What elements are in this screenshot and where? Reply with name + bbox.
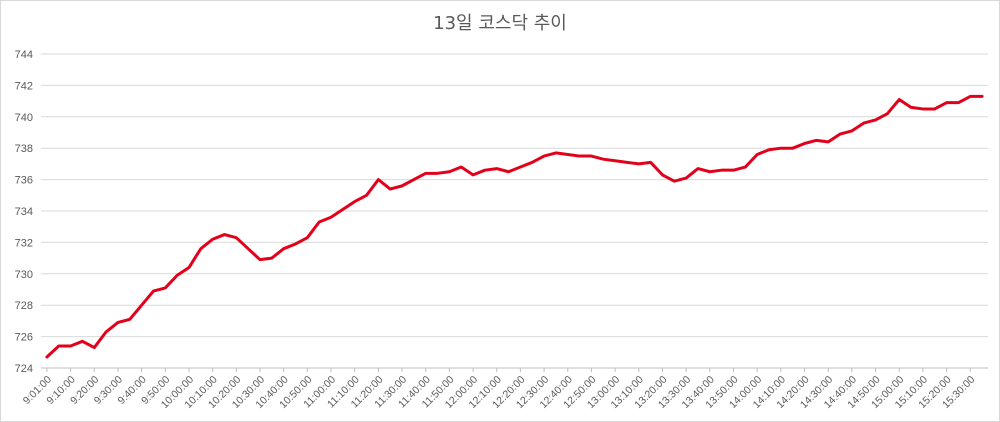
- data-point: [839, 133, 841, 135]
- y-tick-label: 726: [15, 332, 33, 344]
- data-point: [602, 158, 605, 160]
- data-point: [117, 321, 119, 324]
- data-point: [661, 174, 664, 176]
- y-tick-label: 730: [15, 269, 33, 281]
- data-point: [803, 142, 806, 145]
- data-point: [791, 147, 794, 149]
- data-point: [590, 155, 593, 157]
- data-point: [543, 155, 545, 157]
- data-point: [614, 159, 616, 162]
- y-tick-label: 740: [15, 112, 33, 124]
- y-tick-label: 742: [15, 80, 33, 92]
- data-point: [472, 174, 474, 176]
- data-point: [342, 208, 344, 211]
- data-point: [933, 108, 936, 110]
- y-tick-label: 736: [15, 175, 33, 187]
- data-point: [495, 167, 498, 170]
- data-point: [756, 153, 758, 156]
- data-point: [555, 152, 557, 154]
- data-point: [945, 101, 948, 104]
- data-point: [815, 139, 818, 142]
- x-axis-labels: 9:01:009:10:009:20:009:30:009:40:009:50:…: [21, 368, 977, 411]
- data-point: [720, 169, 723, 171]
- chart-title: 13일 코스닥 추이: [433, 13, 567, 34]
- data-point: [152, 290, 155, 292]
- data-point: [93, 346, 96, 349]
- data-point: [46, 356, 48, 358]
- data-point: [578, 155, 581, 157]
- data-point: [874, 119, 877, 121]
- data-point: [105, 331, 107, 333]
- data-point: [128, 318, 131, 321]
- data-point: [188, 266, 190, 269]
- y-tick-label: 738: [15, 143, 33, 155]
- data-point: [223, 233, 226, 236]
- data-point: [176, 274, 178, 277]
- data-point: [697, 167, 699, 170]
- series-line: [45, 94, 984, 359]
- data-point: [460, 166, 463, 168]
- data-point: [424, 172, 427, 175]
- data-point: [377, 178, 380, 181]
- data-point: [259, 258, 261, 261]
- y-axis-labels: 724 726 728 730 732 734 736 738 740 742 744: [15, 49, 33, 375]
- data-point: [235, 236, 238, 239]
- gridlines: [41, 53, 988, 369]
- data-point: [448, 170, 451, 173]
- data-point: [531, 161, 534, 164]
- data-point: [981, 95, 983, 98]
- data-point: [685, 177, 687, 179]
- data-point: [389, 188, 392, 190]
- data-point: [780, 147, 782, 149]
- data-point: [886, 112, 889, 115]
- data-point: [330, 216, 332, 219]
- data-point: [910, 106, 912, 109]
- y-tick-label: 728: [15, 300, 33, 312]
- data-point: [365, 194, 368, 197]
- data-point: [318, 221, 320, 223]
- data-point: [200, 247, 202, 250]
- data-point: [140, 304, 143, 307]
- data-point: [898, 98, 901, 101]
- data-point: [57, 345, 60, 347]
- data-point: [484, 169, 486, 171]
- data-point: [164, 287, 167, 289]
- data-point: [673, 180, 676, 182]
- data-point: [649, 161, 652, 164]
- data-point: [81, 340, 84, 343]
- data-point: [732, 169, 735, 171]
- y-tick-label: 732: [15, 237, 33, 249]
- data-point: [401, 185, 403, 187]
- data-point: [969, 95, 972, 98]
- y-tick-label: 734: [15, 206, 33, 218]
- data-point: [353, 200, 356, 203]
- data-point: [413, 178, 415, 181]
- data-point: [507, 170, 510, 173]
- data-point: [271, 257, 273, 259]
- data-point: [247, 247, 249, 250]
- data-point: [957, 101, 960, 104]
- data-point: [294, 243, 297, 245]
- data-point: [851, 130, 853, 132]
- series-layer: [45, 94, 984, 359]
- y-tick-label: 724: [15, 363, 33, 375]
- data-point: [768, 148, 770, 151]
- data-point: [211, 238, 214, 241]
- data-point: [282, 247, 285, 250]
- y-tick-label: 744: [15, 49, 33, 61]
- data-point: [922, 108, 924, 110]
- data-point: [306, 236, 309, 239]
- data-point: [626, 161, 628, 164]
- data-point: [709, 170, 711, 173]
- data-point: [566, 153, 569, 156]
- data-point: [519, 166, 522, 168]
- data-point: [69, 345, 72, 347]
- data-point: [436, 172, 439, 175]
- data-point: [637, 163, 640, 165]
- data-point: [744, 166, 747, 168]
- data-point: [827, 141, 829, 143]
- data-point: [862, 122, 865, 124]
